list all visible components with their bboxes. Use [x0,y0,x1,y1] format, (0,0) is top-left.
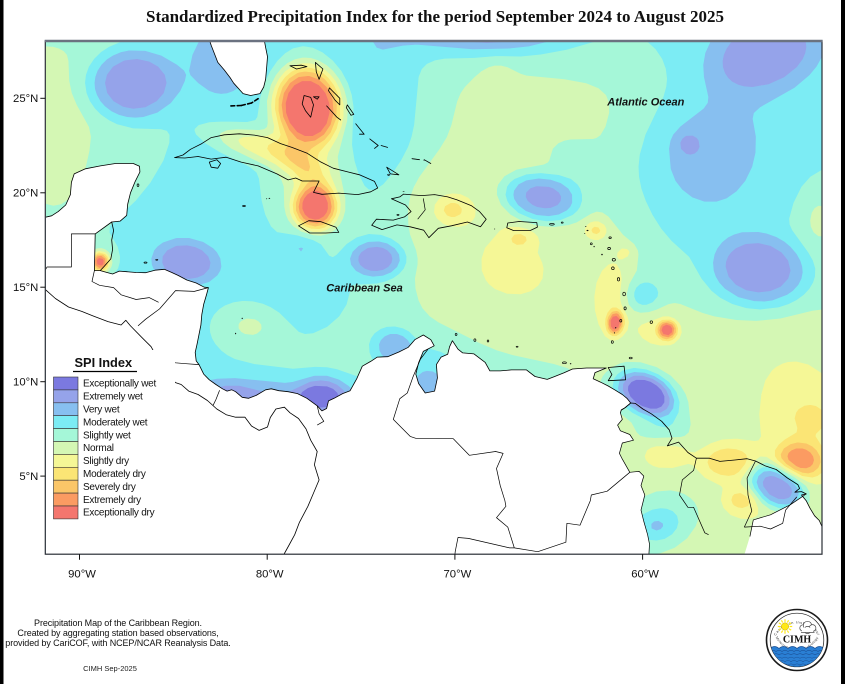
svg-text:Extremely dry: Extremely dry [83,495,141,506]
svg-text:Extremely wet: Extremely wet [83,392,143,403]
svg-text:20°N: 20°N [13,188,38,200]
svg-text:Moderately wet: Moderately wet [83,417,148,428]
svg-text:Moderately dry: Moderately dry [83,469,146,480]
svg-text:CIMH: CIMH [783,635,812,646]
svg-text:provided by CariCOF, with NCEP: provided by CariCOF, with NCEP/NCAR Rean… [5,638,230,648]
svg-text:Very wet: Very wet [83,405,120,416]
svg-text:CIMH Sep-2025: CIMH Sep-2025 [83,664,137,673]
svg-text:Normal: Normal [83,443,114,454]
svg-text:SPI Index: SPI Index [75,355,133,370]
svg-text:10°N: 10°N [13,376,38,388]
svg-text:Standardized Precipitation Ind: Standardized Precipitation Index for the… [146,7,724,26]
svg-text:80°W: 80°W [256,569,284,581]
svg-text:Slightly wet: Slightly wet [83,430,131,441]
svg-text:Caribbean Sea: Caribbean Sea [326,283,402,295]
svg-text:25°N: 25°N [13,93,38,105]
svg-text:Created by aggregating station: Created by aggregating station based obs… [17,628,218,638]
svg-text:Slightly dry: Slightly dry [83,456,129,467]
svg-text:60°W: 60°W [631,569,659,581]
svg-text:Precipitation Map of the Carib: Precipitation Map of the Caribbean Regio… [34,618,202,628]
svg-text:Exceptionally wet: Exceptionally wet [83,379,156,390]
svg-text:70°W: 70°W [444,569,472,581]
svg-text:5°N: 5°N [19,471,38,483]
svg-text:Atlantic Ocean: Atlantic Ocean [606,97,684,109]
svg-text:Exceptionally dry: Exceptionally dry [83,508,155,519]
svg-text:15°N: 15°N [13,282,38,294]
svg-text:90°W: 90°W [68,569,96,581]
svg-text:Severely dry: Severely dry [83,482,136,493]
